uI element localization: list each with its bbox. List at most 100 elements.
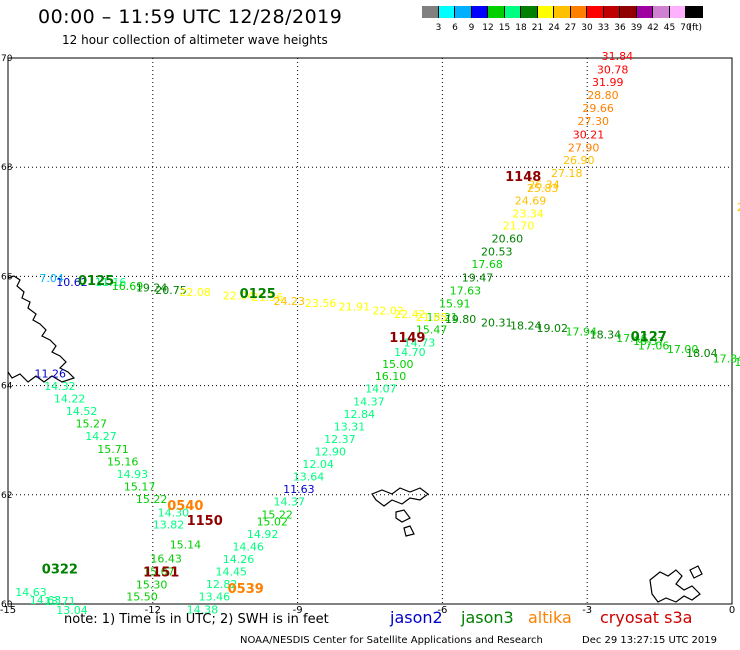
wave-height-label: 15.71 [97,443,129,456]
wave-height-label: 17.13 [734,356,740,369]
faroe-islands [371,487,429,537]
lon-tick-label: -9 [293,605,303,616]
wave-height-label: 19.02 [537,322,569,335]
pass-time-label: 1151 [143,566,179,581]
wave-height-label: 21.85 [416,311,448,324]
colorbar-swatch [438,6,455,18]
wave-height-label: 14.22 [54,393,86,406]
wave-height-label: 19.80 [445,313,477,326]
wave-height-label: 14.52 [66,405,98,418]
wave-height-label: 20.60 [492,233,523,246]
colorbar-tick-label: 3 [435,23,442,33]
wave-height-label: 18.24 [510,319,542,332]
wave-height-label: 15.16 [107,455,138,468]
colorbar-swatch [686,6,703,18]
colorbar-swatch [504,6,521,18]
colorbar-tick-label: 12 [482,23,494,33]
wave-height-label: 15.27 [76,418,108,431]
wave-height-label: 19.47 [462,271,494,284]
wave-height-label: 17.84 [713,353,740,366]
colorbar-tick-label: 70 [680,23,692,33]
wave-height-label: 15.47 [416,324,448,337]
wave-height-label: 22.04 [223,289,255,302]
legend-jason2: jason2 [390,608,443,627]
wave-height-label: 17.68 [471,258,503,271]
pass-time-label: 0539 [228,582,264,597]
wave-height-label: 14.46 [232,540,264,553]
pass-time-label: 0125 [240,287,276,302]
colorbar-unit: (ft) [688,23,703,33]
wave-height-label: 26.34 [528,178,560,191]
wave-height-label: 23.34 [512,207,544,220]
lat-tick-label: 66 [1,272,13,282]
lon-tick-label: -6 [437,605,447,616]
wave-height-label: 15.30 [136,579,168,592]
legend-cryosat-s3a: cryosat s3a [600,608,693,627]
wave-height-label: 21.70 [503,219,535,232]
wave-height-label: 20.53 [481,246,512,259]
map-frame [7,57,733,605]
colorbar-swatch [620,6,637,18]
wave-height-label: 17.94 [565,325,597,338]
pass-time-label: 1148 [505,170,541,185]
wave-height-label: 16.43 [150,553,182,566]
colorbar-swatch [422,6,439,18]
wave-height-label: 15.02 [257,515,289,528]
colorbar-swatch [587,6,604,18]
wave-height-label: 14.63 [15,586,46,599]
wave-height-label: 29.66 [582,102,614,115]
wave-height-label: 22.08 [179,286,211,299]
wave-height-label: 24.23 [273,295,305,308]
iceland-coastline [7,275,76,383]
credit-line: NOAA/NESDIS Center for Satellite Applica… [240,635,543,646]
pass-time-label: 1149 [389,331,425,346]
wave-height-label: 12.04 [302,458,334,471]
wave-height-label: 19.24 [136,282,168,295]
wave-height-label: 14.92 [247,528,278,541]
wave-height-label: 18.04 [686,347,718,360]
wave-height-label: 10.62 [56,276,87,289]
colorbar-tick-label: 42 [647,23,659,33]
wave-height-label: 16.10 [375,370,407,383]
lat-tick-label: 70 [1,54,13,64]
wave-height-label: 16.37 [633,335,665,348]
wave-height-label: 31.99 [592,76,624,89]
wave-height-label: 27.90 [568,141,600,154]
wave-height-label: 21.56 [252,291,284,304]
wave-height-label: 22.02 [372,305,404,318]
wave-height-label: 14.73 [404,336,436,349]
wave-height-label: 14.37 [273,496,305,509]
colorbar-tick-label: 24 [548,23,560,33]
wave-height-label: 31.84 [602,50,634,63]
wave-height-label: 13.71 [44,595,75,608]
lon-tick-label: -3 [582,605,592,616]
colorbar-swatch [653,6,670,18]
wave-height-label: 15.22 [136,493,168,506]
wave-height-label: 15.00 [382,358,414,371]
wave-height-label: 20.75 [155,284,187,297]
wave-height-label: 26.90 [563,154,595,167]
colorbar-swatch [636,6,653,18]
wave-height-label: 30.78 [597,63,629,76]
colorbar-tick-label: 39 [630,23,643,33]
page-subtitle: 12 hour collection of altimeter wave hei… [62,33,328,47]
wave-height-label: 14.32 [44,380,75,393]
wave-height-label: 12.37 [324,433,356,446]
colorbar-tick-label: 6 [452,23,458,33]
wave-height-label: 15.22 [261,508,293,521]
wave-height-label: 17.63 [450,284,482,297]
wave-height-label: 14.45 [216,566,248,579]
page-title: 00:00 – 11:59 UTC 12/28/2019 [38,6,343,28]
wave-height-label: 27.18 [551,167,583,180]
wave-height-label: 12.90 [314,445,346,458]
wave-height-label: 20.31 [481,317,512,330]
wave-height-label: 13.04 [56,604,87,617]
wave-height-label: 13.31 [334,420,366,433]
colorbar-swatch [455,6,472,18]
pass-time-label: 1150 [187,514,223,529]
legend-altika: altika [528,608,572,627]
colorbar-tick-label: 33 [597,23,610,33]
wave-height-label: 14.70 [394,346,426,359]
wave-height-label: 13.64 [293,471,325,484]
